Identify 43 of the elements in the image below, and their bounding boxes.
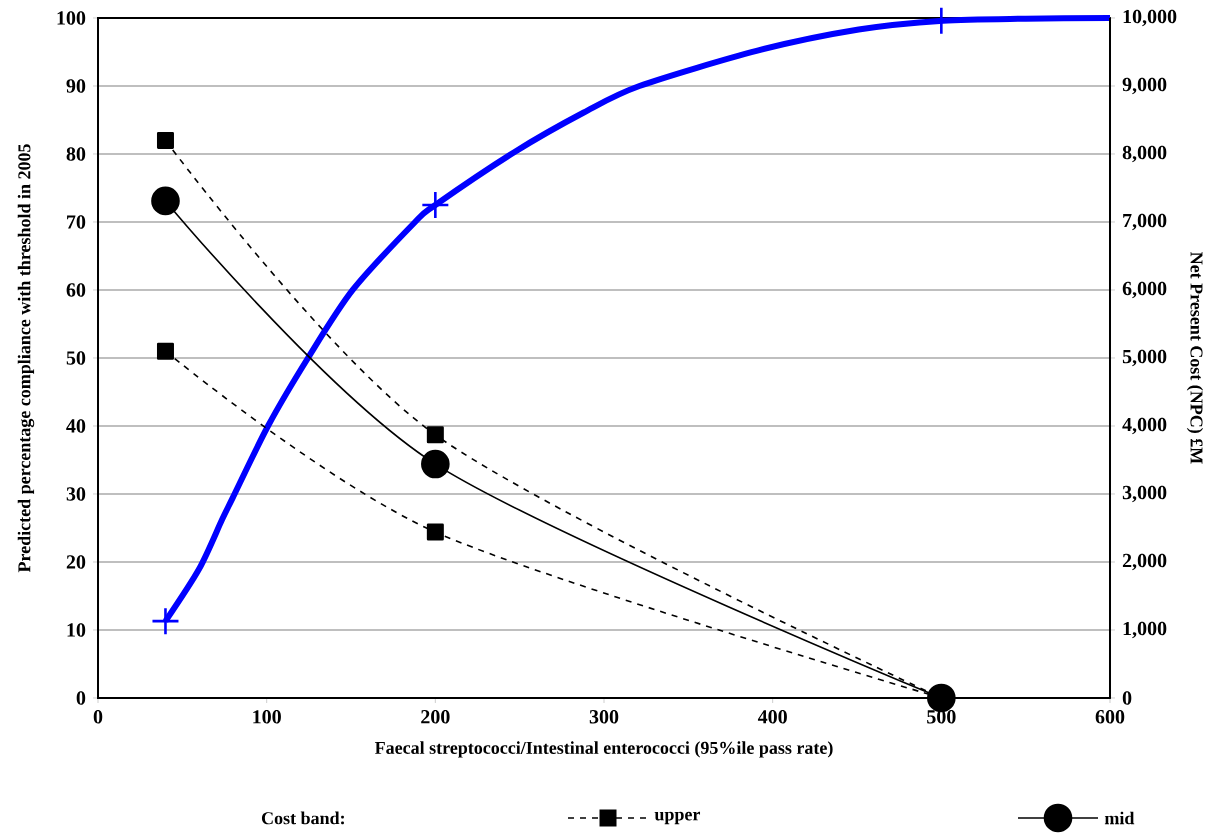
y2-axis-title: Net Present Cost (NPC) £M [1186, 252, 1204, 464]
x-tick-label: 300 [589, 710, 619, 724]
y2-tick-label: 5,000 [1122, 349, 1167, 367]
x-tick-label: 0 [93, 710, 103, 724]
point [156, 342, 174, 360]
point [426, 426, 444, 444]
y2-tick-label: 10,000 [1123, 9, 1177, 27]
point [152, 608, 179, 635]
point [426, 523, 444, 541]
y-tick-label: 70 [67, 215, 86, 229]
x-axis-title: Faecal streptococci/Intestinal enterococci (95%ile pass rate) [374, 741, 833, 758]
y-tick-label: 100 [57, 11, 86, 25]
y-tick-label: 60 [66, 283, 86, 297]
point [421, 449, 450, 479]
y2-tick-label: 0 [1122, 691, 1132, 705]
legend-label: upper [654, 811, 701, 825]
point [422, 191, 449, 218]
legend-label: mid [1104, 811, 1135, 825]
y-tick-label: 10 [67, 623, 86, 637]
y2-tick-label: 4,000 [1122, 417, 1167, 435]
y2-tick-label: 3,000 [1122, 485, 1167, 503]
y2-tick-label: 1,000 [1123, 621, 1167, 639]
y2-tick-label: 2,000 [1122, 553, 1167, 571]
y-tick-label: 50 [66, 351, 86, 365]
y-tick-label: 0 [76, 691, 86, 705]
point [156, 131, 174, 149]
y2-tick-label: 9,000 [1122, 77, 1167, 95]
x-tick-label: 600 [1095, 710, 1125, 724]
x-tick-label: 200 [421, 710, 450, 724]
point [151, 186, 180, 216]
y-tick-label: 40 [66, 419, 86, 433]
y2-tick-label: 6,000 [1122, 281, 1167, 299]
x-tick-label: 400 [757, 710, 787, 724]
y2-tick-label: 7,000 [1123, 213, 1167, 231]
y-axis-title: Predicted percentage compliance with threshold in 2005 [17, 144, 35, 573]
y2-tick-label: 8,000 [1122, 145, 1167, 163]
y-tick-label: 20 [66, 555, 86, 569]
x-tick-label: 100 [253, 710, 281, 724]
y-tick-label: 80 [66, 147, 86, 161]
y-tick-label: 90 [66, 79, 86, 93]
legend-title: Cost band: [261, 811, 344, 825]
x-tick-label: 500 [927, 710, 956, 724]
y-tick-label: 30 [66, 487, 86, 501]
